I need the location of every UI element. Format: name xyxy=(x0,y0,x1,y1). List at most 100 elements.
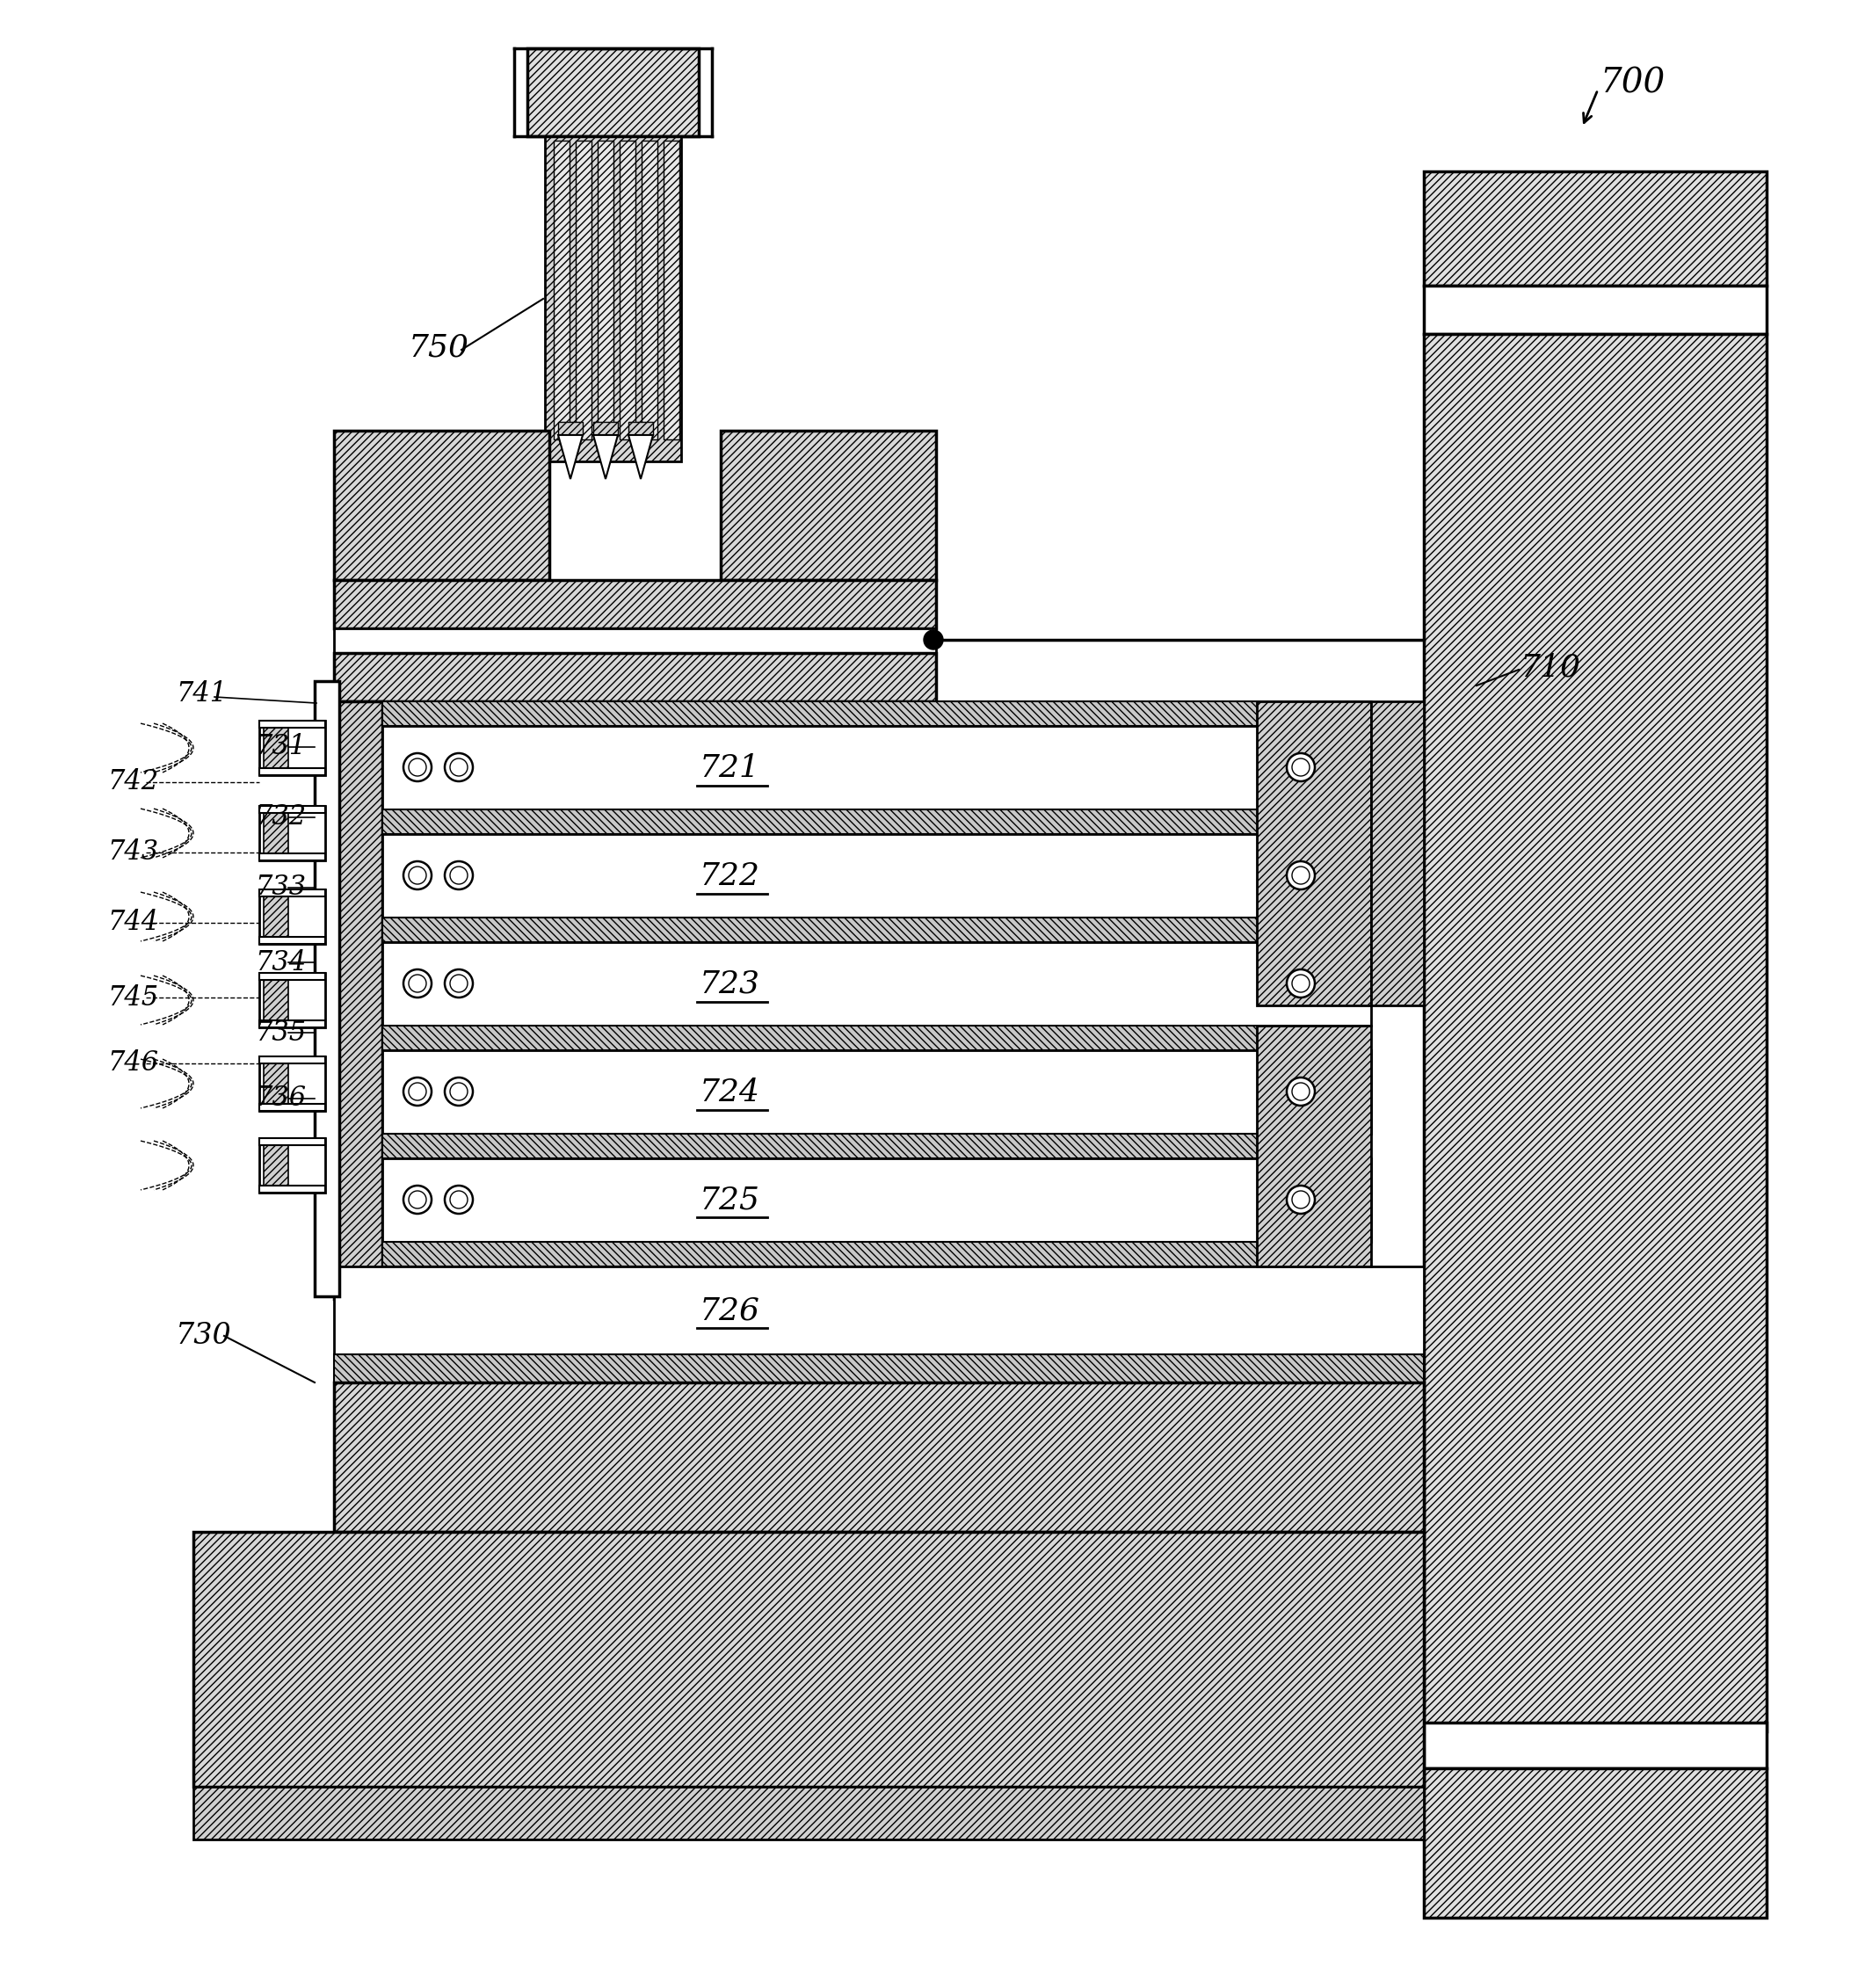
Bar xyxy=(1423,286,1767,334)
Text: 735: 735 xyxy=(255,1020,307,1046)
Bar xyxy=(260,805,325,813)
Text: 722: 722 xyxy=(699,861,760,891)
Circle shape xyxy=(403,753,431,781)
Bar xyxy=(260,767,325,775)
Bar xyxy=(383,809,1371,835)
Bar xyxy=(260,889,325,944)
Bar xyxy=(383,1133,1371,1159)
Circle shape xyxy=(444,861,472,889)
Text: 710: 710 xyxy=(1520,652,1581,684)
Text: 743: 743 xyxy=(108,839,158,867)
Text: 750: 750 xyxy=(409,332,470,362)
Text: 700: 700 xyxy=(1600,68,1665,99)
Circle shape xyxy=(1288,1185,1315,1215)
Text: 724: 724 xyxy=(699,1077,760,1107)
Text: 741: 741 xyxy=(177,680,227,708)
Bar xyxy=(260,1139,325,1145)
Bar xyxy=(334,580,936,628)
Bar xyxy=(619,141,635,439)
Bar xyxy=(383,702,1371,726)
Bar xyxy=(334,628,936,652)
Bar xyxy=(1423,1722,1767,1767)
Bar xyxy=(260,972,325,980)
Bar xyxy=(193,1787,1423,1839)
Bar xyxy=(260,1056,325,1064)
Bar xyxy=(334,1354,1423,1382)
Bar xyxy=(264,978,288,1024)
Text: 736: 736 xyxy=(255,1085,307,1111)
Circle shape xyxy=(403,1077,431,1105)
Bar xyxy=(383,1159,1371,1242)
Circle shape xyxy=(1288,753,1315,781)
Text: 723: 723 xyxy=(699,970,760,1000)
Bar xyxy=(260,722,325,728)
Bar xyxy=(334,1266,1423,1354)
Bar xyxy=(334,1382,1423,1533)
Bar xyxy=(641,141,658,439)
Text: 733: 733 xyxy=(255,875,307,901)
Bar xyxy=(260,805,325,861)
Bar xyxy=(334,702,383,1298)
Bar xyxy=(334,431,550,580)
Polygon shape xyxy=(557,435,583,479)
Bar xyxy=(264,895,288,940)
Circle shape xyxy=(444,1185,472,1215)
Bar xyxy=(383,918,1371,942)
Polygon shape xyxy=(628,435,652,479)
Bar xyxy=(264,1062,288,1107)
Bar xyxy=(383,1050,1371,1133)
Bar xyxy=(314,682,340,1296)
Circle shape xyxy=(1288,970,1315,998)
Bar xyxy=(1256,1026,1371,1266)
Text: 744: 744 xyxy=(108,909,158,936)
Bar xyxy=(260,936,325,944)
Text: 745: 745 xyxy=(108,984,158,1012)
Bar xyxy=(663,141,680,439)
Bar xyxy=(334,652,936,702)
Bar xyxy=(557,421,583,435)
Bar xyxy=(260,853,325,861)
Circle shape xyxy=(1288,861,1315,889)
Bar xyxy=(260,889,325,897)
Bar xyxy=(528,48,699,137)
Bar xyxy=(628,421,652,435)
Bar xyxy=(1371,702,1423,1006)
Bar xyxy=(1423,171,1767,286)
Bar xyxy=(264,811,288,857)
Bar xyxy=(554,141,570,439)
Bar xyxy=(544,137,682,461)
Bar xyxy=(598,141,613,439)
Bar xyxy=(1423,1767,1767,1918)
Circle shape xyxy=(444,753,472,781)
Text: 746: 746 xyxy=(108,1050,158,1077)
Bar xyxy=(260,1020,325,1028)
Circle shape xyxy=(403,861,431,889)
Polygon shape xyxy=(593,435,619,479)
Bar xyxy=(264,1143,288,1189)
Circle shape xyxy=(403,970,431,998)
Circle shape xyxy=(1288,1077,1315,1105)
Text: 726: 726 xyxy=(699,1296,760,1326)
Bar xyxy=(260,1185,325,1193)
Text: 734: 734 xyxy=(255,948,307,976)
Bar xyxy=(383,1242,1371,1266)
Text: 731: 731 xyxy=(255,734,307,761)
Circle shape xyxy=(403,1185,431,1215)
Text: 730: 730 xyxy=(177,1322,232,1350)
Circle shape xyxy=(923,630,944,650)
Bar xyxy=(576,141,591,439)
Text: 742: 742 xyxy=(108,769,158,795)
Bar xyxy=(593,421,619,435)
Bar xyxy=(260,1139,325,1193)
Bar xyxy=(193,1533,1423,1787)
Bar xyxy=(721,431,936,580)
Bar xyxy=(383,835,1371,918)
Circle shape xyxy=(444,1077,472,1105)
Bar xyxy=(264,726,288,771)
Bar xyxy=(1256,702,1371,1006)
Bar xyxy=(383,1026,1371,1050)
Text: 725: 725 xyxy=(699,1185,760,1215)
Bar xyxy=(260,722,325,775)
Bar xyxy=(260,1103,325,1111)
Text: 732: 732 xyxy=(255,803,307,831)
